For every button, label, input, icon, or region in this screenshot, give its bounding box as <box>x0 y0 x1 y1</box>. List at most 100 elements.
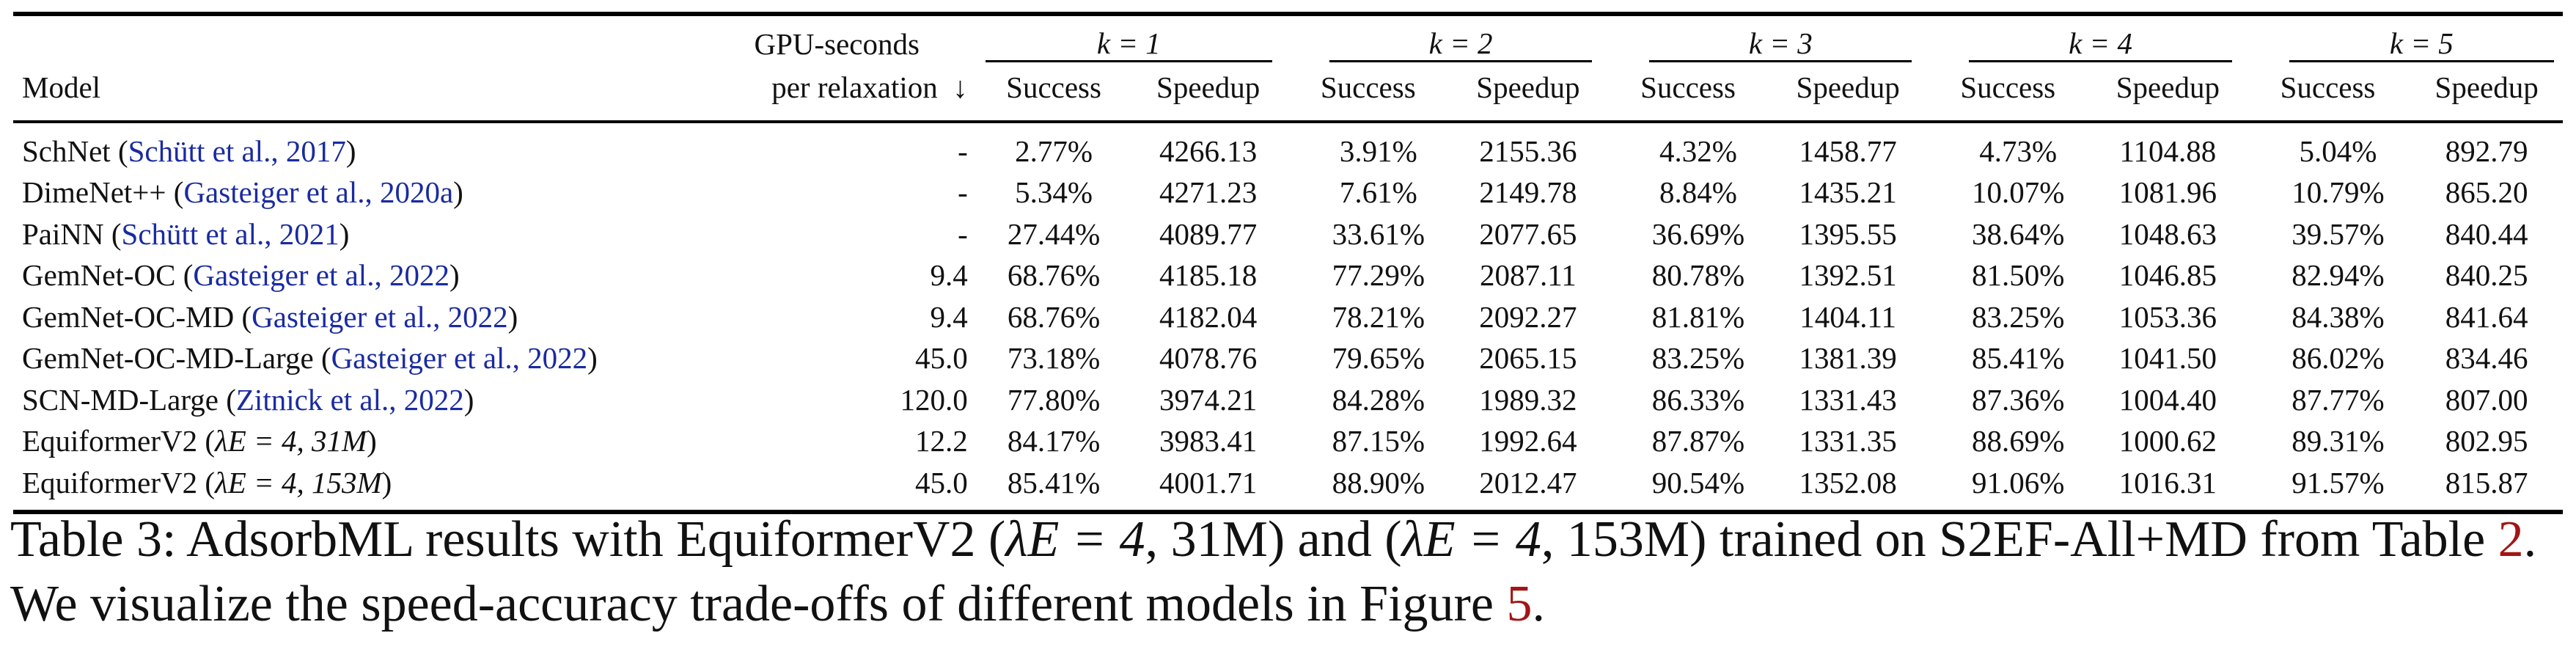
citation-link[interactable]: Gasteiger et al., 2022 <box>252 299 508 334</box>
table-2-link[interactable]: 2 <box>2498 511 2524 568</box>
success-cell: 87.77% <box>2291 382 2385 417</box>
model-params: λE = 4, 153M <box>215 465 382 500</box>
citation-link[interactable]: Zitnick et al., 2022 <box>235 382 464 417</box>
speedup-cell: 840.44 <box>2445 216 2528 251</box>
model-cell: SchNet (Schütt et al., 2017) <box>22 133 356 168</box>
table-row: SchNet (Schütt et al., 2017) - 2.77% 4266.1… <box>13 123 2563 172</box>
success-cell: 10.79% <box>2291 175 2385 210</box>
success-cell: 83.25% <box>1651 341 1745 376</box>
speedup-header: Speedup <box>1796 70 1900 105</box>
speedup-cell: 1435.21 <box>1799 175 1897 210</box>
success-cell: 5.04% <box>2299 133 2377 168</box>
model-name: EquiformerV2 <box>22 424 198 458</box>
success-header: Success <box>1320 70 1416 105</box>
success-cell: 87.87% <box>1651 424 1745 458</box>
success-header: Success <box>1640 70 1736 105</box>
gpu-seconds-cell: 12.2 <box>915 424 968 458</box>
speedup-cell: 4185.18 <box>1159 258 1258 293</box>
speedup-cell: 1016.31 <box>2118 465 2217 500</box>
table-row: EquiformerV2 (λE = 4, 31M) 12.2 84.17% 3983… <box>13 421 2563 463</box>
model-name: GemNet-OC-MD-Large <box>22 341 314 376</box>
speedup-cell: 840.25 <box>2445 258 2528 293</box>
table-row: GemNet-OC (Gasteiger et al., 2022) 9.4 68.… <box>13 255 2563 297</box>
speedup-cell: 1046.85 <box>2118 258 2217 293</box>
success-cell: 86.33% <box>1651 382 1745 417</box>
speedup-cell: 2149.78 <box>1479 175 1577 210</box>
table-row: DimeNet++ (Gasteiger et al., 2020a) - 5.34… <box>13 172 2563 214</box>
k3-header: k = 3 <box>1649 26 1912 63</box>
speedup-cell: 1392.51 <box>1799 258 1897 293</box>
speedup-cell: 4078.76 <box>1159 341 1258 376</box>
citation-link[interactable]: Schütt et al., 2017 <box>128 133 346 168</box>
speedup-cell: 892.79 <box>2445 133 2528 168</box>
speedup-cell: 1104.88 <box>2119 133 2217 168</box>
model-name: SchNet <box>22 133 111 168</box>
success-cell: 79.65% <box>1332 341 1425 376</box>
k2-header: k = 2 <box>1329 26 1593 63</box>
down-arrow-icon: ↓ <box>953 70 968 105</box>
success-header: Success <box>1006 70 1101 105</box>
success-cell: 7.61% <box>1339 175 1417 210</box>
speedup-header: Speedup <box>1476 70 1580 105</box>
success-cell: 81.81% <box>1651 299 1745 334</box>
speedup-cell: 4001.71 <box>1159 465 1258 500</box>
header-row-1: GPU-seconds k = 1 k = 2 k = 3 k = 4 k = … <box>13 16 2563 63</box>
success-cell: 90.54% <box>1651 465 1745 500</box>
success-cell: 84.28% <box>1332 382 1425 417</box>
success-cell: 38.64% <box>1972 216 2065 251</box>
speedup-cell: 807.00 <box>2445 382 2528 417</box>
speedup-cell: 2012.47 <box>1479 465 1577 500</box>
model-name: SCN-MD-Large <box>22 382 219 417</box>
speedup-cell: 2087.11 <box>1480 258 1577 293</box>
gpu-seconds-cell: - <box>958 175 968 210</box>
success-cell: 3.91% <box>1339 133 1417 168</box>
success-cell: 91.57% <box>2291 465 2385 500</box>
model-params: λE = 4, 31M <box>215 424 367 458</box>
success-cell: 68.76% <box>1007 258 1101 293</box>
gpu-seconds-cell: 9.4 <box>930 299 968 334</box>
speedup-cell: 1395.55 <box>1799 216 1897 251</box>
success-cell: 83.25% <box>1972 299 2065 334</box>
speedup-cell: 1352.08 <box>1799 465 1897 500</box>
gpu-seconds-cell: 45.0 <box>915 341 968 376</box>
success-cell: 4.32% <box>1659 133 1737 168</box>
k5-header: k = 5 <box>2289 26 2554 63</box>
speedup-cell: 1989.32 <box>1479 382 1577 417</box>
speedup-cell: 1331.43 <box>1799 382 1897 417</box>
model-name: PaiNN <box>22 216 104 251</box>
gpu-seconds-cell: - <box>958 216 968 251</box>
results-table: GPU-seconds k = 1 k = 2 k = 3 k = 4 k = … <box>13 12 2563 516</box>
gpu-seconds-header: GPU-seconds <box>754 27 920 62</box>
table-body: SchNet (Schütt et al., 2017) - 2.77% 4266.1… <box>13 123 2563 512</box>
success-cell: 88.90% <box>1332 465 1425 500</box>
speedup-header: Speedup <box>2434 70 2539 105</box>
speedup-cell: 2155.36 <box>1479 133 1577 168</box>
model-name: DimeNet++ <box>22 175 166 210</box>
success-cell: 68.76% <box>1007 299 1101 334</box>
model-cell: SCN-MD-Large (Zitnick et al., 2022) <box>22 382 474 417</box>
citation-link[interactable]: Gasteiger et al., 2020a <box>183 175 454 210</box>
figure-5-link[interactable]: 5 <box>1506 576 1533 632</box>
success-cell: 80.78% <box>1651 258 1745 293</box>
success-cell: 36.69% <box>1651 216 1745 251</box>
model-header: Model <box>22 70 101 105</box>
speedup-cell: 3983.41 <box>1159 424 1258 458</box>
model-cell: EquiformerV2 (λE = 4, 153M) <box>22 465 392 500</box>
success-cell: 27.44% <box>1007 216 1101 251</box>
citation-link[interactable]: Schütt et al., 2021 <box>121 216 340 251</box>
success-cell: 77.80% <box>1007 382 1101 417</box>
success-cell: 85.41% <box>1972 341 2065 376</box>
success-cell: 89.31% <box>2291 424 2385 458</box>
speedup-cell: 865.20 <box>2445 175 2528 210</box>
speedup-cell: 1004.40 <box>2118 382 2217 417</box>
gpu-seconds-cell: 9.4 <box>930 258 968 293</box>
speedup-cell: 1331.35 <box>1799 424 1897 458</box>
success-cell: 39.57% <box>2291 216 2385 251</box>
speedup-cell: 1992.64 <box>1479 424 1577 458</box>
citation-link[interactable]: Gasteiger et al., 2022 <box>331 341 588 376</box>
model-cell: DimeNet++ (Gasteiger et al., 2020a) <box>22 175 463 210</box>
citation-link[interactable]: Gasteiger et al., 2022 <box>193 258 449 293</box>
success-cell: 4.73% <box>1979 133 2058 168</box>
speedup-cell: 802.95 <box>2445 424 2528 458</box>
speedup-cell: 1048.63 <box>2118 216 2217 251</box>
